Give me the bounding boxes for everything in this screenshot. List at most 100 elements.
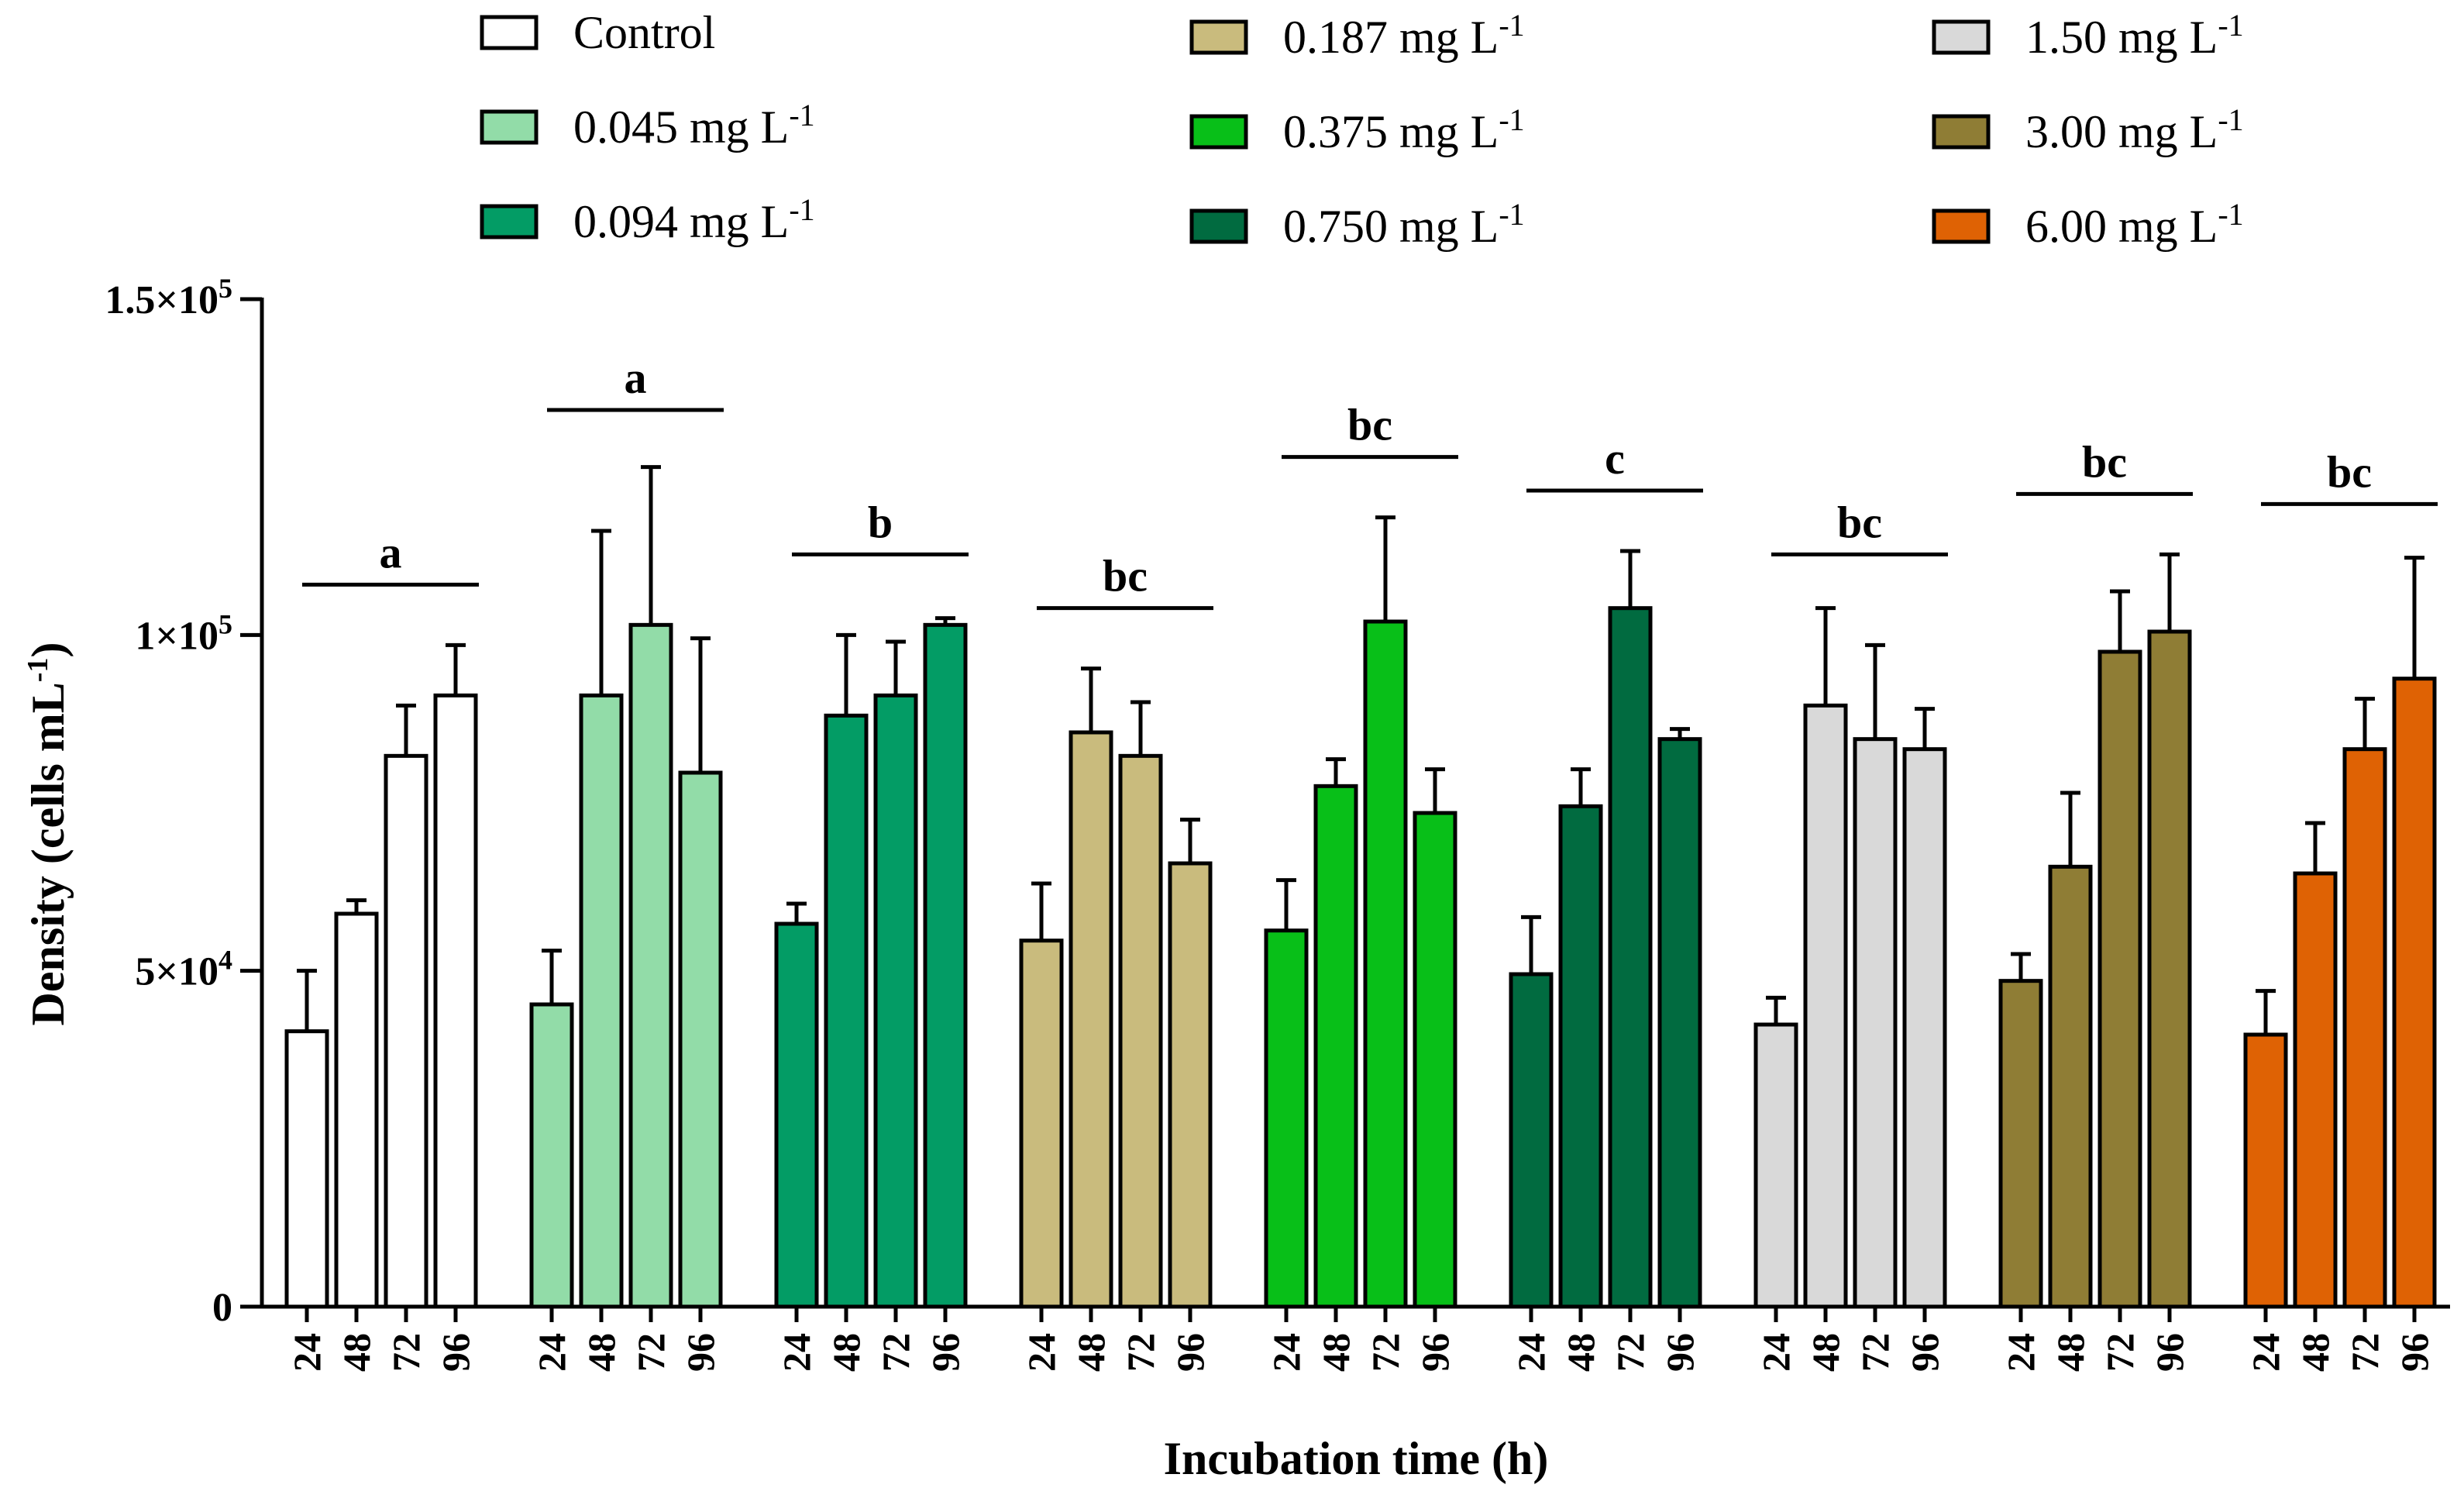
legend-swatch-4	[1189, 19, 1248, 55]
significance-letter: bc	[1837, 497, 1882, 547]
x-tick-label: 48	[1069, 1333, 1113, 1372]
legend-label-text: 0.094 mg L	[573, 196, 789, 247]
x-tick-label: 72	[1609, 1333, 1652, 1372]
y-tick-exponent: 5	[219, 273, 232, 304]
legend-label-text: 3.00 mg L	[2025, 106, 2218, 157]
bar-g7-72	[1853, 737, 1898, 1309]
bar-g4-48	[1069, 730, 1113, 1309]
x-tick-label: 72	[874, 1333, 917, 1372]
bar-g2-72	[628, 622, 673, 1309]
legend-label-text: 0.375 mg L	[1283, 106, 1499, 157]
significance-letter: bc	[2082, 436, 2127, 487]
legend-swatch-1	[480, 15, 539, 50]
x-tick-label: 96	[1658, 1333, 1702, 1372]
x-tick-label: 24	[775, 1333, 818, 1372]
x-tick-label: 72	[1364, 1333, 1407, 1372]
legend-label-8: 3.00 mg L-1	[2025, 102, 2244, 158]
bar-g9-24	[2243, 1032, 2288, 1309]
legend-label-2: 0.045 mg L-1	[573, 98, 815, 153]
legend-label-superscript: -1	[2218, 197, 2243, 232]
x-tick-label: 48	[580, 1333, 623, 1372]
y-axis-title: Density (cells mL-1)	[22, 642, 74, 1026]
legend-label-superscript: -1	[789, 192, 814, 227]
bar-g2-48	[579, 693, 624, 1309]
significance-letter: bc	[1347, 400, 1392, 450]
bar-g4-24	[1019, 939, 1064, 1309]
significance-letter: bc	[1103, 551, 1148, 601]
bar-g4-72	[1118, 753, 1163, 1309]
significance-letter: bc	[2327, 446, 2372, 497]
legend-label-superscript: -1	[789, 98, 814, 133]
legend-label-superscript: -1	[2218, 8, 2243, 43]
bar-g9-48	[2293, 871, 2338, 1309]
legend-label-text: 0.750 mg L	[1283, 201, 1499, 252]
legend-label-6: 0.750 mg L-1	[1283, 197, 1525, 253]
x-tick-label: 24	[1509, 1333, 1553, 1372]
x-tick-label: 48	[335, 1333, 378, 1372]
legend-label-superscript: -1	[1499, 197, 1524, 232]
bar-g9-96	[2392, 677, 2437, 1309]
x-tick-label: 48	[824, 1333, 868, 1372]
bar-g8-24	[1998, 979, 2043, 1309]
x-tick-label: 24	[1020, 1333, 1063, 1372]
x-tick-label: 48	[1559, 1333, 1602, 1372]
legend-label-text: 0.045 mg L	[573, 102, 789, 153]
x-tick-label: 96	[1903, 1333, 1946, 1372]
y-tick-label-1: 5×104	[135, 945, 232, 994]
bar-g5-96	[1413, 811, 1457, 1309]
bar-g3-24	[774, 921, 819, 1309]
y-tick-exponent: 5	[219, 608, 232, 639]
x-tick-label: 72	[2098, 1333, 2142, 1372]
x-tick-label: 72	[2343, 1333, 2387, 1372]
y-tick-base: 1.5×10	[105, 278, 219, 322]
x-tick-label: 72	[384, 1333, 428, 1372]
significance-letter: b	[868, 497, 893, 547]
x-tick-label: 24	[1265, 1333, 1308, 1372]
significance-letter: c	[1605, 433, 1625, 484]
x-tick-label: 48	[1804, 1333, 1847, 1372]
bar-g6-24	[1509, 972, 1554, 1309]
x-tick-label: 24	[285, 1333, 329, 1372]
bar-g6-72	[1608, 606, 1653, 1309]
bar-g8-48	[2048, 864, 2093, 1309]
legend-label-superscript: -1	[1499, 8, 1524, 43]
bar-g1-24	[284, 1029, 329, 1309]
y-tick-label-3: 1.5×105	[105, 273, 232, 322]
y-axis-title-close: )	[22, 642, 74, 658]
x-axis-title: Incubation time (h)	[1164, 1433, 1549, 1484]
legend-label-1: Control	[573, 7, 715, 58]
x-tick-label: 24	[2244, 1333, 2287, 1372]
x-tick-label: 96	[1168, 1333, 1212, 1372]
legend-label-superscript: -1	[2218, 102, 2243, 137]
bar-g1-48	[334, 911, 379, 1309]
x-tick-label: 48	[2294, 1333, 2337, 1372]
bar-g2-96	[678, 770, 723, 1309]
legend-label-text: 1.50 mg L	[2025, 12, 2218, 63]
x-tick-label: 96	[679, 1333, 722, 1372]
x-tick-label: 72	[1119, 1333, 1162, 1372]
bar-g5-48	[1313, 784, 1358, 1309]
x-tick-label: 96	[1413, 1333, 1457, 1372]
bars	[284, 465, 2437, 1309]
x-axis: 24 48 72 96 24 48 72 96 24 48 72 96 24 48 72 96 24 48 72 96…	[260, 1304, 2450, 1372]
y-tick-base: 0	[212, 1286, 232, 1330]
legend-swatch-2	[480, 109, 539, 145]
bar-g7-96	[1902, 747, 1947, 1309]
significance-letter: a	[380, 527, 402, 577]
bar-g9-72	[2342, 747, 2387, 1309]
x-tick-label: 72	[1853, 1333, 1897, 1372]
x-tick-label: 48	[2049, 1333, 2092, 1372]
x-tick-label: 96	[2393, 1333, 2436, 1372]
x-tick-label: 48	[1314, 1333, 1358, 1372]
bar-g3-72	[873, 693, 918, 1309]
legend-swatch-3	[480, 204, 539, 239]
x-tick-label: 96	[434, 1333, 477, 1372]
significance-annotations: a a b bc bc c bc bc bc	[302, 353, 2438, 611]
y-tick-exponent: 4	[219, 945, 232, 976]
bar-g1-72	[384, 753, 428, 1309]
y-tick-label-0: 0	[212, 1286, 232, 1330]
bar-g8-96	[2147, 629, 2192, 1309]
bar-g4-96	[1168, 861, 1213, 1309]
